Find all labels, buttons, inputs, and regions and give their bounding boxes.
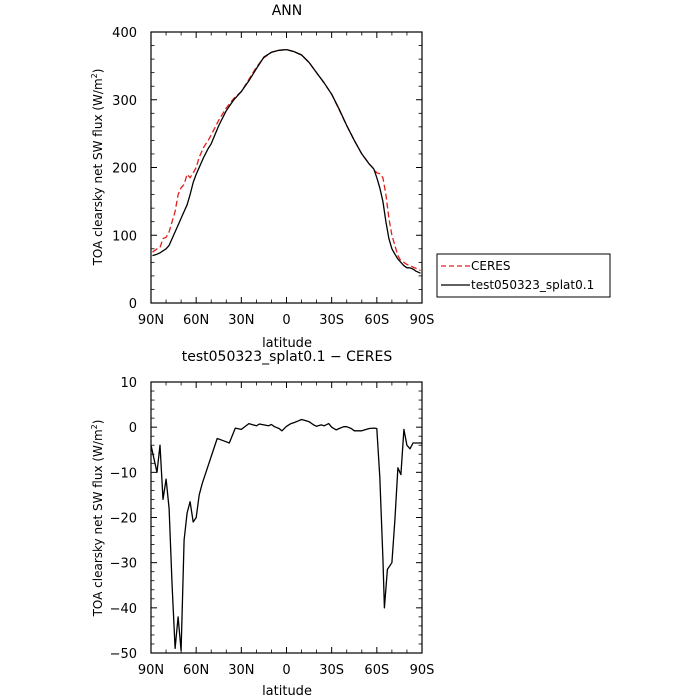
top-x-tick-label: 30S bbox=[319, 313, 344, 328]
top-x-tick-label: 90N bbox=[138, 313, 164, 328]
bottom-x-tick-label: 0 bbox=[282, 663, 290, 678]
top-y-tick-label: 300 bbox=[112, 94, 137, 109]
legend-box bbox=[436, 253, 611, 298]
top-x-tick-label: 60S bbox=[364, 313, 389, 328]
bottom-y-tick-label: 10 bbox=[120, 376, 137, 391]
bottom-y-tick-label: −10 bbox=[110, 466, 137, 481]
top-y-label-text: TOA clearsky net SW flux (W/m bbox=[91, 78, 105, 266]
top-x-tick-label: 60N bbox=[183, 313, 209, 328]
bottom-y-tick-labels: −50 −40 −30 −20 −10 0 10 bbox=[110, 376, 137, 662]
top-panel: ANN 90N 60N 30N 0 30S 60S 90S 0 100 200 300 400 la… bbox=[90, 3, 611, 351]
top-y-label-superscript: 2 bbox=[90, 73, 99, 78]
bottom-chart-title: test050323_splat0.1 − CERES bbox=[182, 349, 393, 365]
bottom-y-label-text: TOA clearsky net SW flux (W/m bbox=[91, 429, 105, 617]
top-y-tick-labels: 0 100 200 300 400 bbox=[112, 26, 137, 312]
top-x-tick-labels: 90N 60N 30N 0 30S 60S 90S bbox=[138, 313, 435, 328]
top-x-axis-label: latitude bbox=[262, 336, 312, 351]
bottom-x-tick-label: 30N bbox=[228, 663, 254, 678]
bottom-x-tick-label: 60S bbox=[364, 663, 389, 678]
bottom-x-tick-label: 90S bbox=[410, 663, 435, 678]
bottom-y-tick-label: −20 bbox=[110, 512, 137, 527]
bottom-series-line-difference bbox=[150, 418, 422, 652]
bottom-y-label-superscript: 2 bbox=[90, 424, 99, 429]
top-y-tick-label: 0 bbox=[129, 297, 137, 312]
bottom-x-tick-label: 90N bbox=[138, 663, 164, 678]
bottom-x-axis-label: latitude bbox=[262, 684, 312, 699]
bottom-series-lines bbox=[150, 418, 422, 652]
bottom-y-tick-label: −50 bbox=[110, 647, 137, 662]
bottom-x-tick-label: 60N bbox=[183, 663, 209, 678]
bottom-panel: test050323_splat0.1 − CERES 90N 60N 30N 0 30… bbox=[90, 349, 434, 699]
top-plot-area: 90N 60N 30N 0 30S 60S 90S 0 100 200 300 400 bbox=[112, 26, 434, 328]
top-y-tick-label: 200 bbox=[112, 162, 137, 177]
bottom-y-tick-label: −30 bbox=[110, 557, 137, 572]
bottom-y-tick-label: −40 bbox=[110, 602, 137, 617]
top-chart-title: ANN bbox=[272, 3, 303, 19]
bottom-axis-ticks bbox=[150, 381, 423, 654]
top-series-line-ceres bbox=[152, 48, 421, 272]
bottom-x-tick-label: 30S bbox=[319, 663, 344, 678]
legend-label-ceres: CERES bbox=[471, 259, 511, 273]
legend-label-test: test050323_splat0.1 bbox=[471, 278, 594, 292]
bottom-plot-area: 90N 60N 30N 0 30S 60S 90S −50 −40 −30 −20 −10 0 10 bbox=[110, 376, 435, 678]
bottom-y-label-closing: ) bbox=[91, 420, 105, 425]
top-x-tick-label: 90S bbox=[410, 313, 435, 328]
bottom-x-tick-labels: 90N 60N 30N 0 30S 60S 90S bbox=[138, 663, 435, 678]
bottom-y-axis-label: TOA clearsky net SW flux (W/m2) bbox=[90, 420, 105, 618]
top-y-label-closing: ) bbox=[91, 69, 105, 74]
top-series-line-test050323-splat0-1 bbox=[152, 48, 421, 274]
top-x-tick-label: 30N bbox=[228, 313, 254, 328]
legend: CERES test050323_splat0.1 bbox=[436, 253, 611, 298]
top-y-axis-label: TOA clearsky net SW flux (W/m2) bbox=[90, 69, 105, 267]
bottom-y-tick-label: 0 bbox=[129, 421, 137, 436]
top-plot-frame bbox=[150, 31, 423, 304]
top-series-lines bbox=[152, 48, 421, 274]
top-y-tick-label: 100 bbox=[112, 229, 137, 244]
top-axis-ticks bbox=[150, 31, 423, 304]
top-y-tick-label: 400 bbox=[112, 26, 137, 41]
top-x-tick-label: 0 bbox=[282, 313, 290, 328]
